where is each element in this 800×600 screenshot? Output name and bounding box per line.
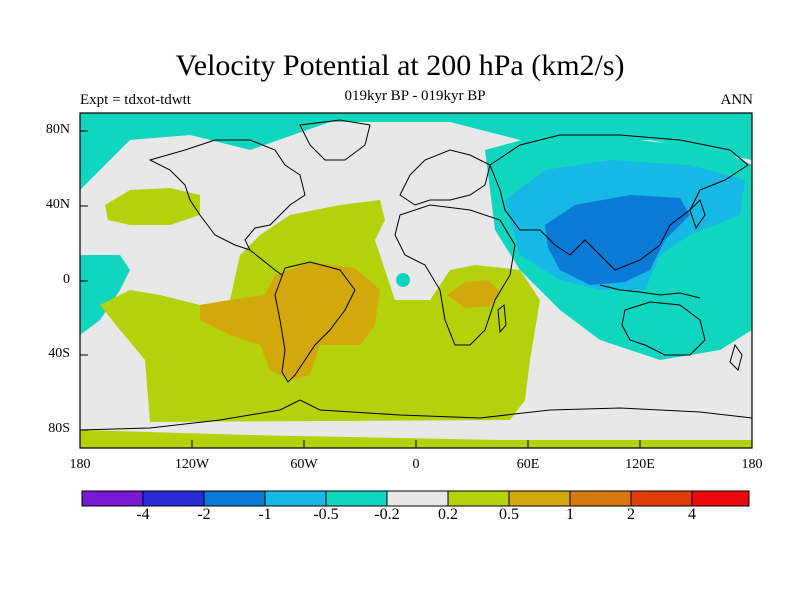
lon-label-180e: 180 (741, 457, 763, 472)
axis-ticks (79, 130, 753, 448)
lon-label-60w: 60W (290, 457, 318, 472)
colorbar-label: 2 (627, 506, 635, 523)
subtitle: 019kyr BP - 019kyr BP (344, 88, 486, 104)
season-label: ANN (720, 92, 754, 108)
contour-yellowgreen-pacific (105, 188, 200, 225)
lon-label-180w: 180 (69, 457, 91, 472)
colorbar-label: 0.5 (499, 506, 519, 523)
colorbar-label: 4 (688, 506, 696, 523)
lat-label-80n: 80N (45, 122, 70, 137)
lat-label-40s: 40S (48, 346, 70, 361)
lon-label-120e: 120E (625, 457, 655, 472)
colorbar (81, 490, 750, 507)
lon-label-0: 0 (412, 457, 420, 472)
contour-yellowgreen-south (80, 430, 752, 448)
colorbar-label: -4 (136, 506, 150, 523)
colorbar-label: -2 (197, 506, 211, 523)
contour-teal-north (80, 113, 752, 190)
page-title: Velocity Potential at 200 hPa (km2/s) (175, 49, 625, 82)
contour-teal-spot (396, 273, 410, 287)
colorbar-label: -0.2 (374, 506, 400, 523)
colorbar-label: 1 (566, 506, 574, 523)
coastlines (79, 119, 753, 431)
contour-gold-southamerica (200, 262, 380, 380)
lat-label-40n: 40N (45, 197, 70, 212)
contour-blue (545, 195, 690, 285)
colorbar-label: -0.5 (313, 506, 339, 523)
colorbar-label: 0.2 (438, 506, 458, 523)
lon-label-60e: 60E (516, 457, 540, 472)
contour-teal-west (80, 255, 130, 335)
colorbar-label: -1 (258, 506, 272, 523)
lat-label-80s: 80S (48, 421, 70, 436)
lon-label-120w: 120W (174, 457, 210, 472)
lat-label-0: 0 (63, 272, 70, 287)
experiment-label: Expt = tdxot-tdwtt (80, 92, 191, 108)
contour-gold-africa (447, 280, 500, 308)
